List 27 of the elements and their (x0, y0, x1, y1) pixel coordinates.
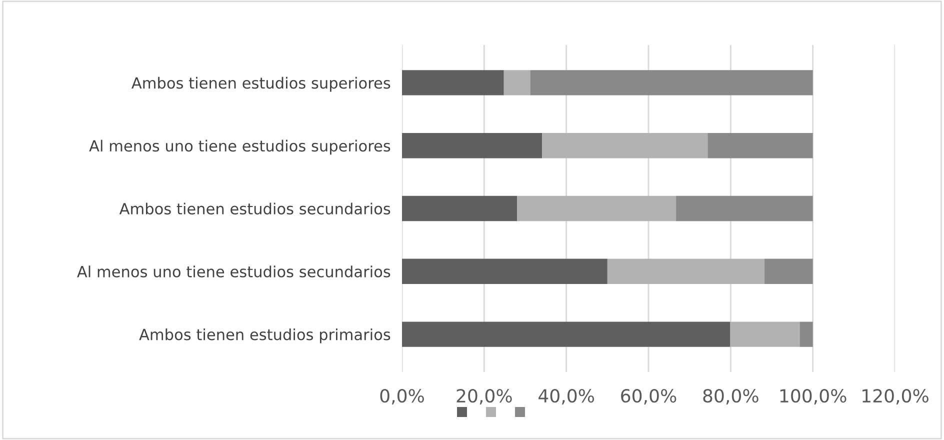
x-tick-label: 120,0% (862, 388, 928, 404)
bar (730, 322, 800, 347)
bar (607, 258, 764, 284)
x-tick-label: 0,0% (380, 388, 424, 404)
bar (402, 196, 518, 222)
bar (800, 322, 813, 347)
bar (708, 133, 813, 158)
y-tick-label: Ambos tienen estudios superiores (132, 76, 390, 92)
bar (402, 70, 504, 96)
bar (504, 70, 530, 96)
bar (402, 133, 542, 158)
y-tick-label: Ambos tienen estudios secundarios (119, 202, 390, 215)
bar (517, 196, 676, 222)
bar (402, 258, 608, 284)
x-tick-label: 20,0% (456, 388, 512, 404)
y-tick-label: Al menos uno tiene estudios superiores (89, 140, 390, 155)
bar (676, 196, 813, 222)
x-tick-label: 80,0% (703, 388, 758, 404)
bar (764, 258, 813, 284)
x-tick-label: 100,0% (780, 388, 846, 404)
y-tick-label: Al menos uno tiene estudios secundarios (77, 266, 390, 278)
y-tick-label: Ambos tienen estudios primarios (139, 328, 390, 344)
bar (542, 133, 708, 158)
bar (530, 70, 813, 96)
x-tick-label: 40,0% (538, 388, 594, 404)
x-tick-label: 60,0% (621, 388, 676, 404)
bar (402, 322, 730, 347)
